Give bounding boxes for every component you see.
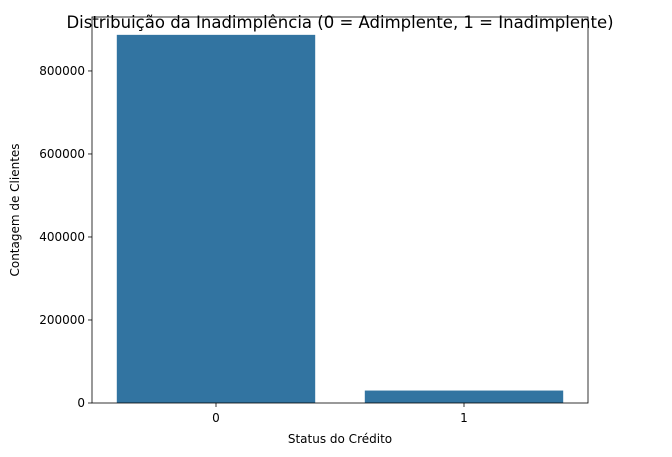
y-tick-label: 200000 bbox=[39, 313, 85, 327]
y-tick-label: 0 bbox=[77, 396, 85, 410]
y-tick-label: 400000 bbox=[39, 230, 85, 244]
y-axis-label: Contagem de Clientes bbox=[8, 143, 22, 276]
y-axis-ticks: 0 200000 400000 600000 800000 bbox=[39, 64, 92, 410]
x-axis-label: Status do Crédito bbox=[288, 432, 392, 446]
y-tick-label: 800000 bbox=[39, 64, 85, 78]
chart-title: Distribuição da Inadimplência (0 = Adimp… bbox=[66, 13, 613, 32]
x-tick-label: 1 bbox=[460, 411, 468, 425]
bars-group bbox=[116, 34, 564, 403]
y-tick-label: 600000 bbox=[39, 147, 85, 161]
bar-0 bbox=[116, 34, 316, 403]
bar-1 bbox=[364, 390, 564, 403]
plot-frame bbox=[91, 16, 589, 404]
x-tick-label: 0 bbox=[212, 411, 220, 425]
